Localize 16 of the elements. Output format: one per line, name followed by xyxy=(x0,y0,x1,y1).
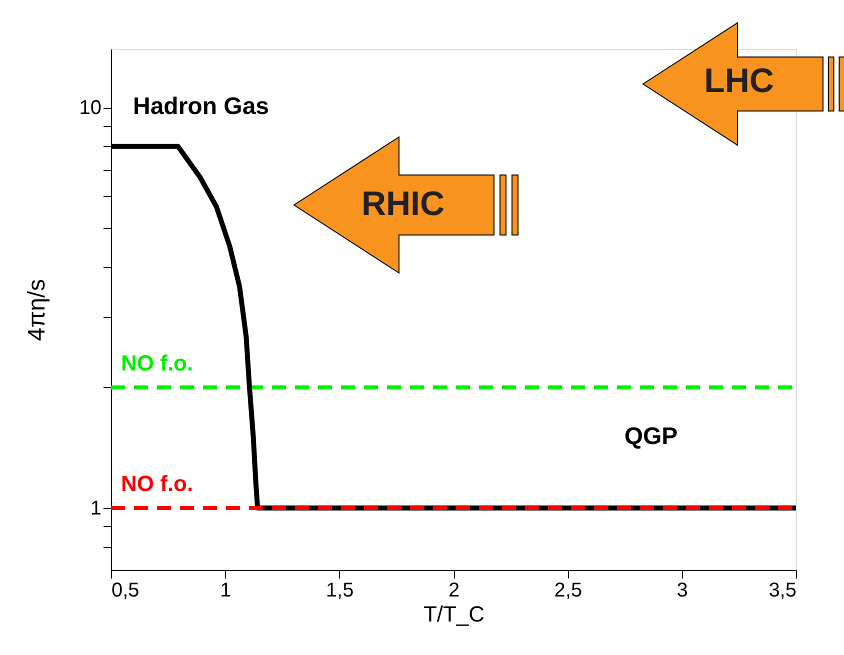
x-tick-label: 2 xyxy=(448,580,460,602)
annotation: LHC xyxy=(704,62,774,100)
x-tick-label: 0,5 xyxy=(112,580,140,602)
x-tick-label: 3,5 xyxy=(768,580,796,602)
annotation: RHIC xyxy=(361,185,445,223)
y-axis-title: 4πη/s xyxy=(23,279,50,341)
ref-line-label: NO f.o. xyxy=(121,470,194,496)
x-axis-title: T/T_C xyxy=(423,602,485,626)
x-tick-label: 1,5 xyxy=(326,580,354,602)
x-tick-label: 3 xyxy=(676,580,688,602)
y-tick-label: 10 xyxy=(79,97,102,120)
ref-line-label: NO f.o. xyxy=(121,350,194,376)
x-tick-label: 1 xyxy=(220,580,232,602)
annotation: QGP xyxy=(624,423,678,450)
x-tick-label: 2,5 xyxy=(554,580,582,602)
annotation: Hadron Gas xyxy=(133,93,270,120)
